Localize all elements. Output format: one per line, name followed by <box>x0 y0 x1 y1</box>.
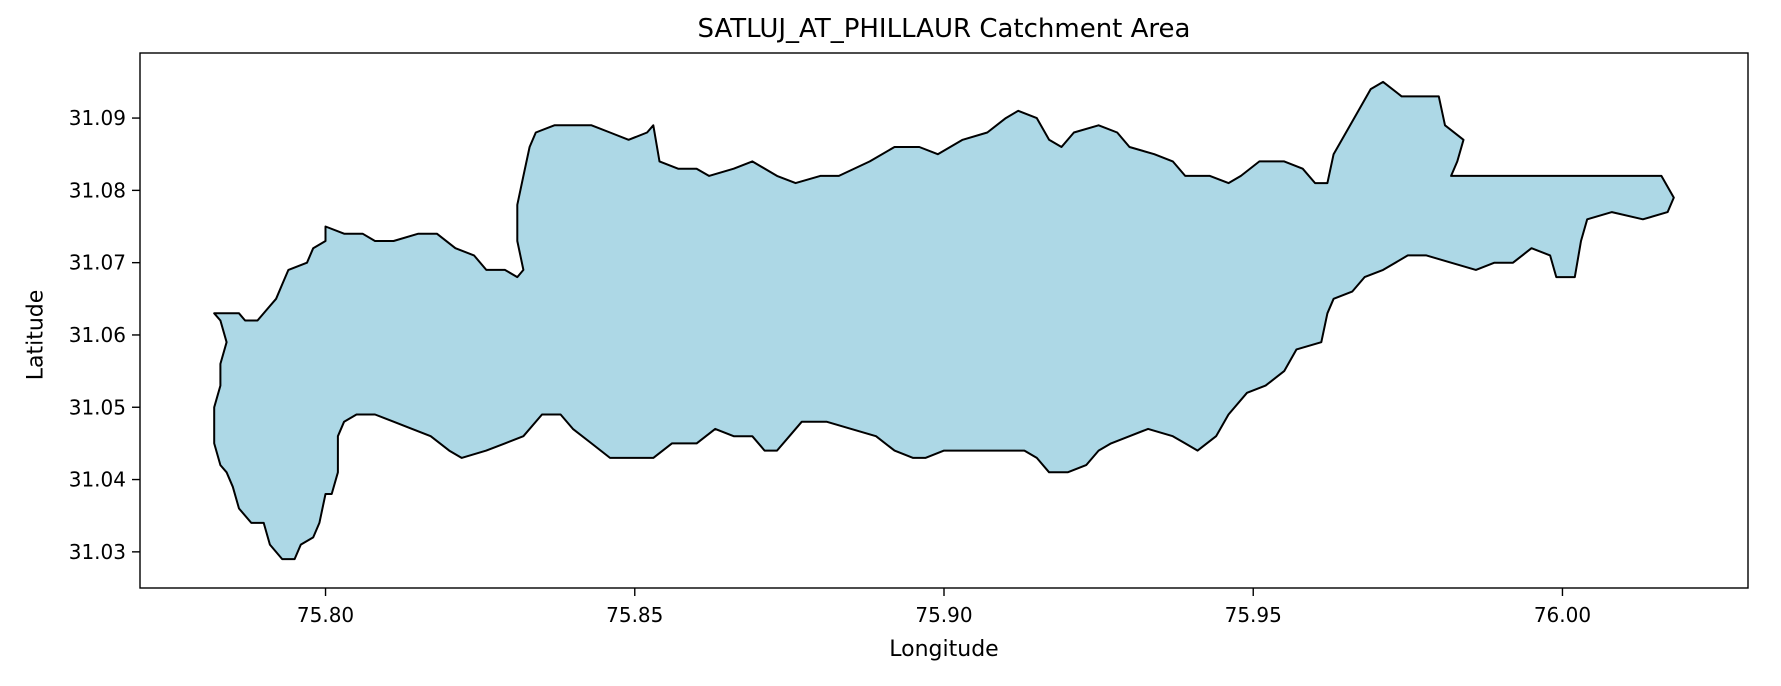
catchment-layer <box>213 80 1675 561</box>
catchment-polygon <box>213 80 1675 561</box>
x-axis-label: Longitude <box>889 637 999 662</box>
y-tick-label: 31.09 <box>69 106 126 130</box>
x-tick-label: 75.90 <box>915 603 972 627</box>
chart-title: SATLUJ_AT_PHILLAUR Catchment Area <box>697 14 1191 44</box>
x-tick-label: 75.85 <box>606 603 663 627</box>
y-axis: 31.03 31.04 31.05 31.06 31.07 31.08 31.09 <box>69 106 140 564</box>
y-axis-label: Latitude <box>23 289 49 381</box>
x-tick-label: 75.80 <box>297 603 354 627</box>
y-tick-label: 31.08 <box>69 178 126 202</box>
x-tick-label: 75.95 <box>1225 603 1282 627</box>
y-tick-label: 31.07 <box>69 251 126 275</box>
x-axis: 75.80 75.85 75.90 75.95 76.00 <box>297 588 1591 627</box>
y-tick-label: 31.06 <box>69 323 126 347</box>
y-tick-label: 31.04 <box>69 468 126 492</box>
y-tick-label: 31.03 <box>69 540 126 564</box>
y-tick-label: 31.05 <box>69 395 126 419</box>
x-tick-label: 76.00 <box>1534 603 1591 627</box>
